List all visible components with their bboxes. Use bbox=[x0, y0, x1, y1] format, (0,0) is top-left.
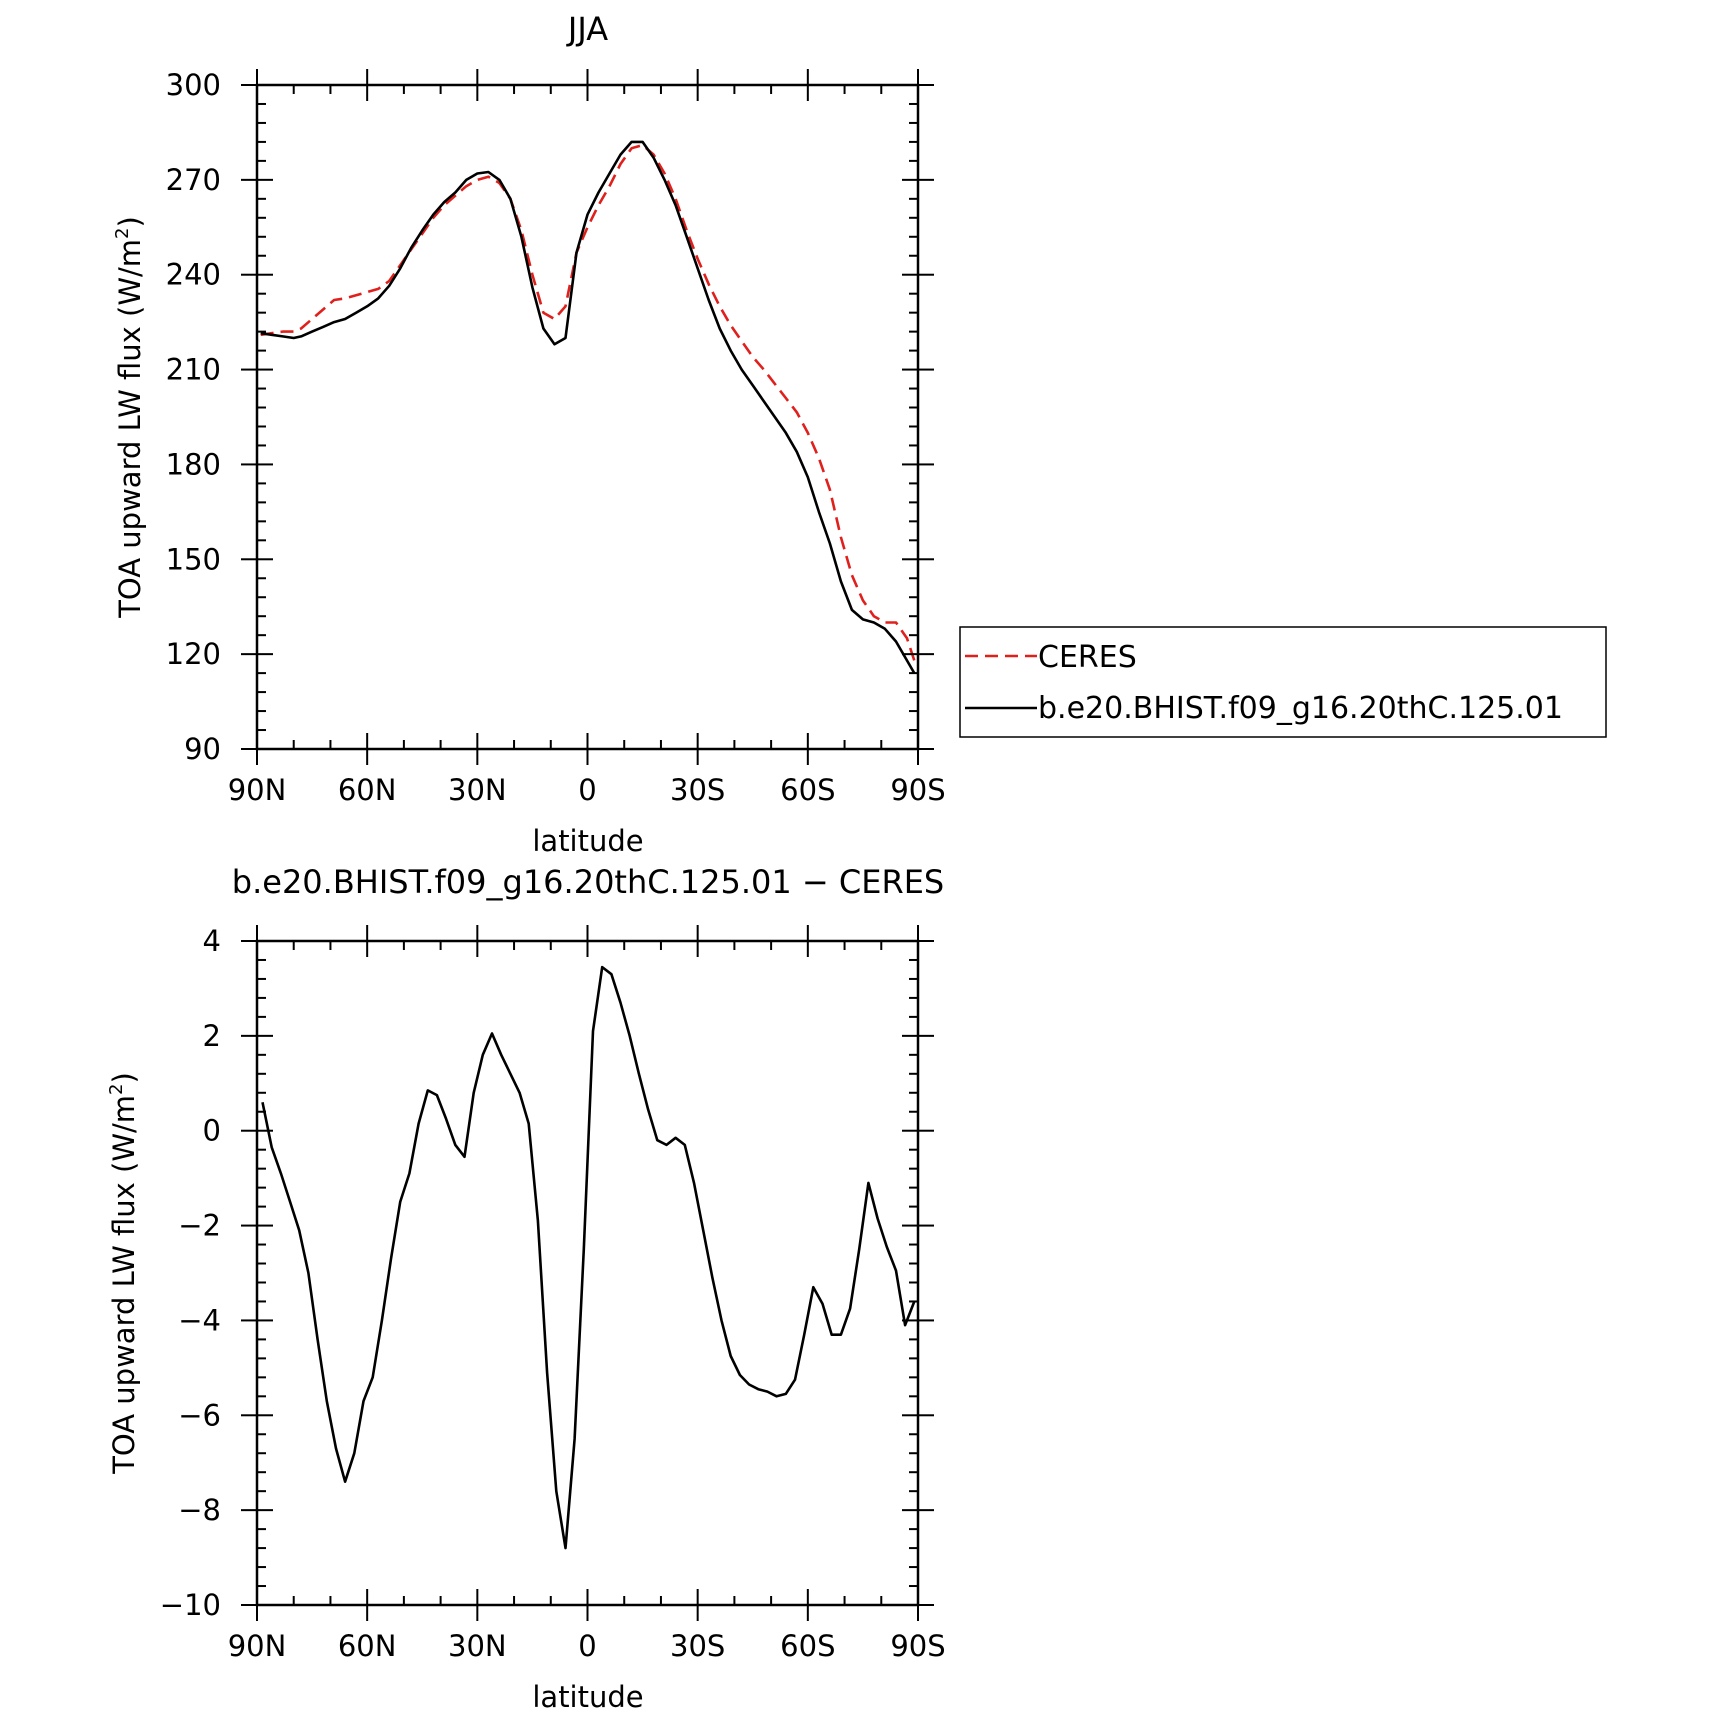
top-y-axis-label-sup: 2 bbox=[112, 228, 133, 239]
top-y-axis-label: TOA upward LW flux (W/m2) bbox=[112, 216, 147, 619]
top-tick-layer: 90N 60N 30N 0 30S 60S 90S 90 120 150 180 210 240 270 3… bbox=[166, 68, 946, 807]
bottom-series-layer bbox=[261, 965, 916, 1550]
top-x-tick-label: 60N bbox=[338, 773, 397, 807]
bottom-plot-frame bbox=[255, 939, 920, 1607]
top-series-line-model bbox=[260, 140, 916, 674]
bottom-y-tick-label: 0 bbox=[203, 1114, 221, 1148]
bottom-x-tick-label: 30N bbox=[448, 1629, 507, 1663]
top-series-line-ceres bbox=[260, 143, 916, 661]
top-chart-title: JJA bbox=[566, 10, 608, 48]
top-x-tick-label: 90S bbox=[890, 773, 945, 807]
bottom-chart-title: b.e20.BHIST.f09_g16.20thC.125.01 − CERES bbox=[232, 863, 944, 901]
bottom-y-axis-label-main: TOA upward LW flux (W/m bbox=[107, 1095, 141, 1475]
top-x-tick-label: 30S bbox=[670, 773, 725, 807]
bottom-x-tick-label: 60S bbox=[780, 1629, 835, 1663]
bottom-y-tick-label: −8 bbox=[178, 1493, 221, 1527]
bottom-series-line-difference bbox=[261, 965, 916, 1550]
bottom-y-axis-label-sup: 2 bbox=[106, 1084, 127, 1095]
bottom-x-tick-label: 30S bbox=[670, 1629, 725, 1663]
bottom-x-tick-label: 90S bbox=[890, 1629, 945, 1663]
top-y-tick-label: 210 bbox=[166, 353, 221, 387]
top-y-tick-label: 270 bbox=[166, 163, 221, 197]
top-y-tick-label: 90 bbox=[184, 732, 221, 766]
top-y-tick-label: 120 bbox=[166, 637, 221, 671]
top-x-tick-label: 60S bbox=[780, 773, 835, 807]
bottom-y-axis-label-close: ) bbox=[107, 1072, 141, 1083]
bottom-tick-layer: 90N 60N 30N 0 30S 60S 90S 4 2 0 −2 −4 −6 −8 −10 bbox=[160, 924, 946, 1663]
bottom-y-axis-label: TOA upward LW flux (W/m2) bbox=[106, 1072, 141, 1475]
top-y-tick-label: 150 bbox=[166, 542, 221, 576]
top-x-axis-label: latitude bbox=[532, 824, 643, 858]
bottom-x-axis-label: latitude bbox=[532, 1680, 643, 1712]
legend-box bbox=[959, 626, 1607, 738]
top-y-tick-label: 300 bbox=[166, 68, 221, 102]
bottom-y-tick-label: 4 bbox=[203, 924, 221, 958]
legend-label-model: b.e20.BHIST.f09_g16.20thC.125.01 bbox=[1038, 691, 1563, 726]
top-series-layer bbox=[260, 140, 916, 674]
bottom-y-tick-label: −2 bbox=[178, 1209, 221, 1243]
top-y-axis-label-main: TOA upward LW flux (W/m bbox=[113, 239, 147, 619]
bottom-panel: b.e20.BHIST.f09_g16.20thC.125.01 − CERES… bbox=[106, 863, 946, 1712]
bottom-y-tick-label: −10 bbox=[160, 1588, 221, 1622]
legend: CERES b.e20.BHIST.f09_g16.20thC.125.01 bbox=[959, 626, 1607, 738]
bottom-y-tick-label: −6 bbox=[178, 1398, 221, 1432]
top-x-tick-label: 0 bbox=[578, 773, 596, 807]
bottom-x-tick-label: 60N bbox=[338, 1629, 397, 1663]
bottom-x-tick-label: 0 bbox=[578, 1629, 596, 1663]
legend-label-ceres: CERES bbox=[1038, 640, 1137, 675]
top-x-tick-label: 90N bbox=[228, 773, 287, 807]
top-y-tick-label: 180 bbox=[166, 447, 221, 481]
top-panel: JJA 90N 60N 30N 0 30S 60S 90S 90 120 150 180 210 240… bbox=[112, 10, 1607, 858]
bottom-y-tick-label: −4 bbox=[178, 1303, 221, 1337]
top-plot-frame bbox=[255, 83, 920, 751]
top-y-tick-label: 240 bbox=[166, 258, 221, 292]
top-y-axis-label-close: ) bbox=[113, 216, 147, 227]
bottom-y-tick-label: 2 bbox=[203, 1019, 221, 1053]
bottom-x-tick-label: 90N bbox=[228, 1629, 287, 1663]
top-x-tick-label: 30N bbox=[448, 773, 507, 807]
